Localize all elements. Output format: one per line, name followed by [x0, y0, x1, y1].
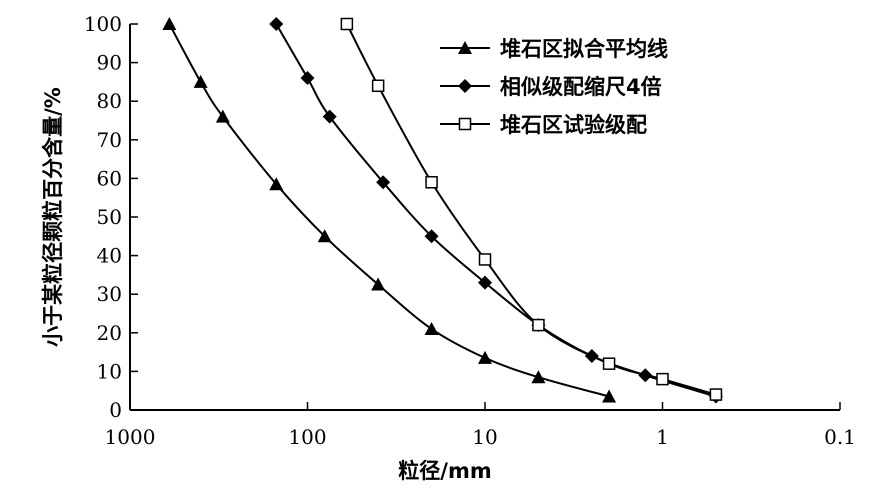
x-tick-label: 1000	[105, 425, 156, 449]
legend-label: 堆石区试验级配	[500, 113, 647, 137]
legend-entry: 堆石区拟合平均线	[440, 37, 668, 61]
data-point-open-square	[532, 318, 545, 332]
data-point-open-square	[709, 388, 723, 401]
y-tick-label: 90	[97, 51, 122, 75]
data-point-triangle	[269, 177, 284, 191]
legend-entry: 堆石区试验级配	[440, 113, 647, 137]
data-point-diamond	[300, 71, 315, 86]
data-point-open-square	[340, 17, 354, 31]
y-tick-label: 40	[97, 244, 122, 268]
data-point-diamond	[424, 229, 439, 244]
y-tick-label: 60	[97, 166, 122, 190]
y-tick-label: 30	[97, 282, 122, 306]
y-tick-label: 50	[97, 205, 122, 229]
x-tick-label: 10	[472, 425, 497, 449]
series-triangle	[162, 17, 617, 403]
y-tick-label: 0	[109, 398, 122, 422]
data-point-open-square	[656, 372, 669, 386]
legend-label: 堆石区拟合平均线	[500, 37, 668, 61]
data-point-triangle	[162, 17, 177, 30]
y-tick-label: 80	[97, 89, 122, 113]
data-point-open-square	[478, 253, 492, 266]
data-point-triangle	[478, 350, 492, 364]
y-tick-label: 10	[97, 359, 122, 383]
x-axis-ticks: 1000 100 10 1 0.1	[105, 402, 856, 449]
y-tick-label: 100	[84, 12, 122, 36]
series-line-triangle	[168, 23, 610, 398]
data-point-triangle	[531, 370, 546, 384]
legend-swatch-marker	[458, 117, 472, 131]
legend-swatch-marker	[458, 41, 472, 54]
data-point-triangle	[602, 389, 617, 403]
data-point-diamond	[322, 109, 337, 124]
series-line-open-square	[345, 23, 717, 396]
legend-label: 相似级配缩尺4倍	[500, 75, 662, 99]
x-tick-label: 100	[288, 425, 326, 449]
data-point-triangle	[371, 277, 386, 291]
data-point-triangle	[424, 321, 439, 335]
y-tick-label: 70	[97, 128, 122, 152]
data-point-diamond	[269, 17, 284, 31]
data-point-open-square	[371, 79, 385, 93]
data-point-open-square	[602, 357, 616, 370]
data-point-triangle	[317, 229, 332, 243]
data-point-diamond	[478, 275, 492, 290]
y-tick-label: 20	[97, 321, 122, 345]
y-axis-label: 小于某粒径颗粒百分含量/%	[41, 87, 65, 347]
x-axis-label: 粒径/mm	[398, 459, 491, 483]
data-point-open-square	[425, 176, 438, 189]
series-open-square	[340, 17, 723, 401]
x-tick-label: 1	[656, 425, 669, 449]
data-point-triangle	[215, 109, 230, 123]
series-layer	[162, 17, 723, 404]
y-axis-ticks: 0 10 20 30 40 50 60 70 80 90 100	[84, 12, 138, 422]
legend-entry: 相似级配缩尺4倍	[440, 75, 662, 99]
data-point-triangle	[193, 74, 208, 88]
legend-swatch-marker	[458, 79, 472, 93]
x-tick-label: 0.1	[824, 425, 856, 449]
data-point-diamond	[376, 175, 391, 190]
